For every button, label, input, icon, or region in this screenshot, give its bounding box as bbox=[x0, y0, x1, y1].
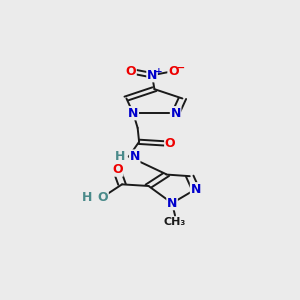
Text: O: O bbox=[125, 65, 136, 78]
Text: H: H bbox=[115, 150, 125, 163]
Text: H: H bbox=[82, 191, 92, 204]
Text: O: O bbox=[112, 163, 123, 176]
Text: +: + bbox=[155, 68, 162, 76]
Text: O: O bbox=[165, 137, 175, 150]
Text: N: N bbox=[190, 183, 201, 196]
Text: −: − bbox=[177, 63, 185, 73]
Text: N: N bbox=[167, 197, 177, 210]
Text: N: N bbox=[147, 69, 157, 82]
Text: CH₃: CH₃ bbox=[164, 217, 186, 227]
Text: N: N bbox=[130, 150, 140, 163]
Text: O: O bbox=[168, 65, 178, 78]
Text: N: N bbox=[128, 107, 138, 120]
Text: O: O bbox=[98, 191, 108, 204]
Text: N: N bbox=[170, 107, 181, 120]
